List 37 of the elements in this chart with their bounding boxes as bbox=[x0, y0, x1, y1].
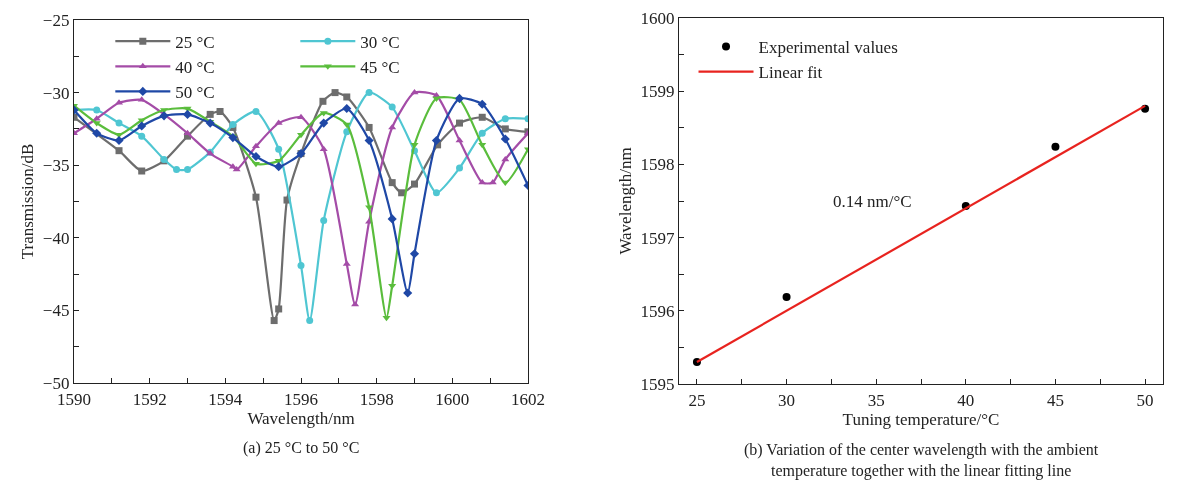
x-tick-label: 45 bbox=[1046, 390, 1064, 410]
y-tick-label: −35 bbox=[42, 156, 70, 176]
legend-label: 50 °C bbox=[175, 83, 215, 103]
x-tick-label: 30 bbox=[778, 390, 796, 410]
x-tick-label: 1602 bbox=[511, 389, 545, 409]
y-tick-label: −45 bbox=[42, 301, 70, 321]
x-tick-label: 1598 bbox=[359, 389, 394, 409]
x-tick-label: 35 bbox=[867, 390, 885, 410]
legend-label: 25 °C bbox=[175, 32, 215, 52]
y-axis-title: Transmission/dB bbox=[18, 143, 38, 260]
y-tick-label: 1600 bbox=[640, 8, 675, 28]
y-tick-label: −40 bbox=[42, 228, 70, 248]
x-tick-label: 25 bbox=[688, 390, 706, 410]
y-tick-label: 1598 bbox=[640, 155, 675, 175]
legend-label: 40 °C bbox=[175, 57, 215, 77]
x-tick-label: 40 bbox=[957, 390, 975, 410]
x-tick-label: 1594 bbox=[208, 389, 243, 409]
x-axis-title: Tuning temperature/°C bbox=[842, 409, 1000, 429]
text: (a) 25 °C to 50 °C bbox=[243, 439, 360, 457]
legend-label: 45 °C bbox=[360, 57, 400, 77]
legend-label: Linear fit bbox=[758, 63, 823, 83]
x-axis-title: Wavelength/nm bbox=[247, 408, 355, 428]
y-tick-label: −30 bbox=[42, 83, 70, 103]
x-tick-label: 1592 bbox=[132, 389, 167, 409]
annotation: 0.14 nm/°C bbox=[833, 192, 912, 211]
y-tick-label: −25 bbox=[42, 10, 70, 30]
x-tick-label: 50 bbox=[1136, 390, 1154, 410]
y-tick-label: 1599 bbox=[640, 82, 675, 102]
y-tick-label: 1597 bbox=[640, 228, 675, 248]
legend-label: 30 °C bbox=[360, 32, 400, 52]
text: (b) Variation of the center wavelength with the ambient temperature together with the linear fitting line bbox=[744, 441, 1099, 480]
x-tick-label: 1596 bbox=[284, 389, 318, 409]
y-tick-label: 1596 bbox=[640, 301, 675, 321]
legend-label: Experimental values bbox=[758, 38, 898, 58]
x-tick-label: 1600 bbox=[435, 389, 470, 409]
y-axis-title: Wavelength/nm bbox=[616, 147, 635, 255]
y-tick-label: 1595 bbox=[640, 374, 675, 394]
